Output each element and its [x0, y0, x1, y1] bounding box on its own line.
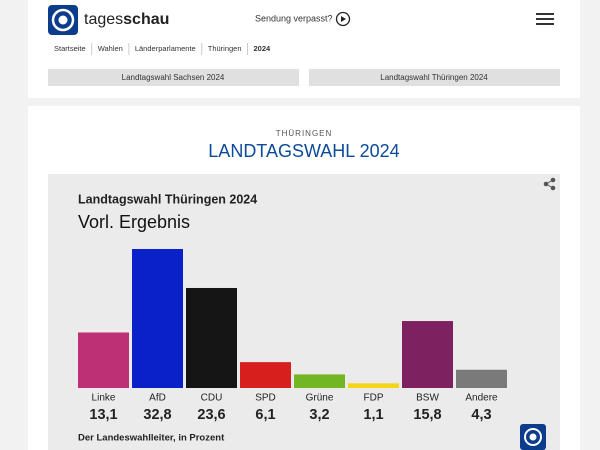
bar — [132, 249, 183, 388]
category-label: CDU — [201, 393, 223, 404]
chart-title: Landtagswahl Thüringen 2024 — [78, 192, 257, 206]
chart-subtitle: Vorl. Ergebnis — [78, 212, 190, 232]
value-label: 3,2 — [309, 407, 329, 423]
bar — [348, 383, 399, 388]
section-title: LANDTAGSWAHL 2024 — [208, 141, 399, 161]
category-label: Grüne — [306, 393, 334, 404]
button[interactable] — [48, 69, 299, 86]
source: Der Landeswahlleiter, in Prozent — [78, 433, 225, 444]
bar — [402, 321, 453, 388]
button-label[interactable]: Landtagswahl Sachsen 2024 — [122, 73, 225, 82]
share-icon[interactable] — [543, 177, 556, 191]
breadcrumb[interactable]: Thüringen — [208, 44, 242, 53]
breadcrumb[interactable]: Wahlen — [98, 44, 123, 53]
play-icon[interactable] — [335, 11, 351, 27]
value-label: 15,8 — [413, 407, 441, 423]
value-label: 6,1 — [255, 407, 275, 423]
category-label: BSW — [416, 393, 439, 404]
bar — [294, 374, 345, 388]
category-label: SPD — [255, 393, 276, 404]
button-label[interactable]: Landtagswahl Thüringen 2024 — [380, 73, 488, 82]
breadcrumb[interactable]: Startseite — [54, 44, 86, 53]
category-label: Linke — [92, 393, 116, 404]
value-label: 23,6 — [197, 407, 225, 423]
button[interactable] — [309, 69, 560, 86]
value-label: 13,1 — [89, 407, 117, 423]
category-label: AfD — [149, 393, 166, 404]
category-label: Andere — [465, 393, 498, 404]
bar — [240, 362, 291, 388]
value-label: 1,1 — [363, 407, 383, 423]
kicker: THÜRINGEN — [276, 129, 333, 138]
breadcrumb[interactable]: 2024 — [254, 44, 272, 53]
bar — [186, 287, 237, 388]
small-logo — [520, 424, 546, 450]
value-label: 32,8 — [143, 407, 171, 423]
brand-b: schau — [123, 11, 169, 28]
brand: tagesschau — [84, 11, 169, 28]
value-label: 4,3 — [471, 407, 491, 423]
brand-a: tages — [84, 11, 123, 28]
missed-link[interactable]: Sendung verpasst? — [255, 13, 333, 23]
category-label: FDP — [364, 393, 384, 404]
logo[interactable] — [48, 5, 78, 35]
breadcrumb[interactable]: Länderparlamente — [135, 44, 196, 53]
bar — [78, 332, 129, 388]
bar — [456, 369, 507, 388]
menu-icon[interactable] — [536, 13, 554, 25]
